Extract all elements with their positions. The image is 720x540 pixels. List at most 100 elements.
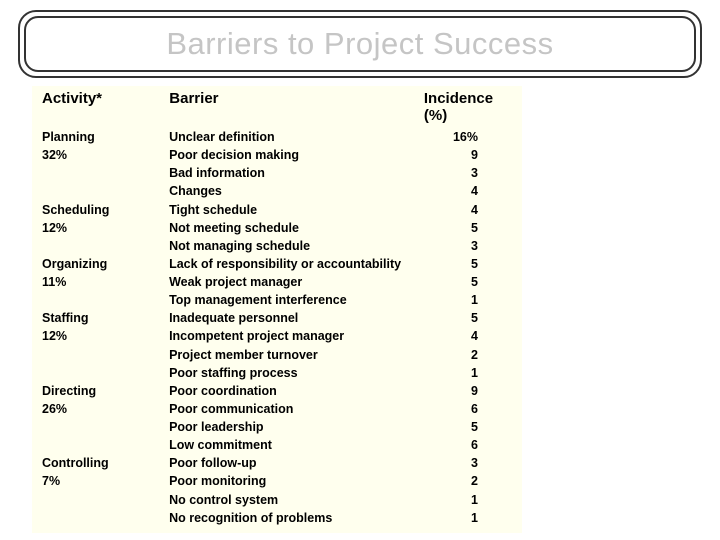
table-row: OrganizingLack of responsibility or acco… (42, 255, 512, 273)
activity-name: Staffing (42, 309, 169, 327)
activity-percent: 12% (42, 327, 169, 345)
activity-percent: 26% (42, 400, 169, 418)
activity-cell (42, 418, 169, 436)
activity-percent: 7% (42, 472, 169, 490)
activity-cell (42, 491, 169, 509)
activity-percent: 32% (42, 146, 169, 164)
activity-percent: 12% (42, 219, 169, 237)
header-incidence: Incidence (%) (424, 90, 512, 124)
incidence-cell: 1 (423, 491, 512, 509)
activity-cell: 12% (42, 327, 169, 345)
table-body: PlanningUnclear definition16%32%Poor dec… (42, 128, 512, 527)
incidence-cell: 6 (423, 400, 512, 418)
barrier-cell: Poor monitoring (169, 472, 423, 490)
table-row: No recognition of problems1 (42, 509, 512, 527)
barrier-cell: Not meeting schedule (169, 219, 423, 237)
barrier-cell: Lack of responsibility or accountability (169, 255, 423, 273)
activity-name: Planning (42, 128, 169, 146)
barrier-cell: Poor follow-up (169, 454, 423, 472)
activity-cell (42, 291, 169, 309)
barrier-cell: Poor coordination (169, 382, 423, 400)
incidence-cell: 5 (423, 418, 512, 436)
activity-cell (42, 182, 169, 200)
activity-cell: 12% (42, 219, 169, 237)
incidence-cell: 1 (423, 291, 512, 309)
content-panel: Activity* Barrier Incidence (%) Planning… (32, 86, 522, 533)
activity-name: Scheduling (42, 201, 169, 219)
table-row: No control system1 (42, 491, 512, 509)
table-row: Poor leadership5 (42, 418, 512, 436)
barrier-cell: Top management interference (169, 291, 423, 309)
table-row: Bad information3 (42, 164, 512, 182)
title-frame: Barriers to Project Success (18, 10, 702, 78)
table-row: 7%Poor monitoring2 (42, 472, 512, 490)
activity-cell: Directing (42, 382, 169, 400)
activity-cell: Planning (42, 128, 169, 146)
activity-cell (42, 237, 169, 255)
activity-cell: 11% (42, 273, 169, 291)
table-row: DirectingPoor coordination9 (42, 382, 512, 400)
activity-cell (42, 364, 169, 382)
incidence-cell: 16% (423, 128, 512, 146)
table-row: PlanningUnclear definition16% (42, 128, 512, 146)
table-row: Not managing schedule3 (42, 237, 512, 255)
activity-cell: Controlling (42, 454, 169, 472)
incidence-cell: 4 (423, 201, 512, 219)
incidence-cell: 3 (423, 164, 512, 182)
table-row: 26%Poor communication6 (42, 400, 512, 418)
activity-cell: Organizing (42, 255, 169, 273)
incidence-cell: 3 (423, 237, 512, 255)
barrier-cell: No control system (169, 491, 423, 509)
barrier-cell: Incompetent project manager (169, 327, 423, 345)
table-header-row: Activity* Barrier Incidence (%) (42, 90, 512, 124)
table-row: Top management interference1 (42, 291, 512, 309)
incidence-cell: 1 (423, 509, 512, 527)
incidence-cell: 5 (423, 255, 512, 273)
incidence-cell: 4 (423, 182, 512, 200)
incidence-cell: 4 (423, 327, 512, 345)
table-row: 32%Poor decision making9 (42, 146, 512, 164)
table-row: Changes4 (42, 182, 512, 200)
barrier-cell: Weak project manager (169, 273, 423, 291)
incidence-cell: 2 (423, 346, 512, 364)
activity-cell: 26% (42, 400, 169, 418)
barrier-cell: Project member turnover (169, 346, 423, 364)
incidence-cell: 9 (423, 382, 512, 400)
barrier-cell: Poor communication (169, 400, 423, 418)
incidence-cell: 1 (423, 364, 512, 382)
table-row: Poor staffing process1 (42, 364, 512, 382)
barrier-cell: Poor staffing process (169, 364, 423, 382)
activity-name: Directing (42, 382, 169, 400)
incidence-cell: 2 (423, 472, 512, 490)
barrier-cell: No recognition of problems (169, 509, 423, 527)
barrier-cell: Poor decision making (169, 146, 423, 164)
slide-title: Barriers to Project Success (166, 26, 553, 62)
activity-cell (42, 509, 169, 527)
barrier-cell: Not managing schedule (169, 237, 423, 255)
barrier-cell: Unclear definition (169, 128, 423, 146)
incidence-cell: 5 (423, 273, 512, 291)
barrier-cell: Poor leadership (169, 418, 423, 436)
barrier-cell: Changes (169, 182, 423, 200)
activity-cell: 32% (42, 146, 169, 164)
activity-cell: Scheduling (42, 201, 169, 219)
barrier-cell: Tight schedule (169, 201, 423, 219)
incidence-cell: 5 (423, 219, 512, 237)
activity-name: Organizing (42, 255, 169, 273)
activity-name: Controlling (42, 454, 169, 472)
activity-percent: 11% (42, 273, 169, 291)
barrier-cell: Low commitment (169, 436, 423, 454)
table-row: Low commitment6 (42, 436, 512, 454)
table-row: Project member turnover2 (42, 346, 512, 364)
table-row: 12%Incompetent project manager4 (42, 327, 512, 345)
incidence-cell: 5 (423, 309, 512, 327)
barrier-cell: Inadequate personnel (169, 309, 423, 327)
table-row: 11%Weak project manager5 (42, 273, 512, 291)
incidence-cell: 9 (423, 146, 512, 164)
activity-cell (42, 346, 169, 364)
table-row: ControllingPoor follow-up3 (42, 454, 512, 472)
table-row: 12%Not meeting schedule5 (42, 219, 512, 237)
activity-cell: Staffing (42, 309, 169, 327)
header-activity: Activity* (42, 90, 169, 124)
incidence-cell: 6 (423, 436, 512, 454)
